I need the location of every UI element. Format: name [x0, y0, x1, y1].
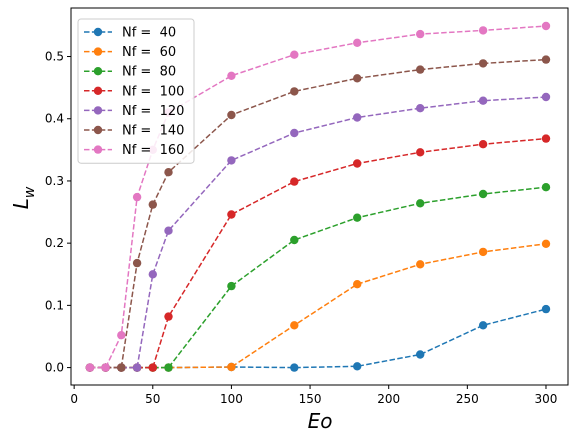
data-point	[290, 321, 299, 330]
data-point	[353, 159, 362, 168]
axes-frame	[70, 7, 569, 386]
data-point	[290, 235, 299, 245]
data-point	[164, 363, 173, 372]
data-point	[117, 363, 126, 372]
y-tick-label: 0.0	[45, 361, 64, 375]
data-point	[541, 92, 551, 102]
legend: Nf = 40 Nf = 60 Nf = 80 Nf = 100 Nf = 120 Nf …	[77, 18, 195, 164]
y-tick-label: 0.2	[45, 236, 64, 250]
legend-label: Nf = 100	[122, 84, 184, 99]
legend-frame	[77, 18, 195, 164]
data-point	[353, 213, 362, 222]
data-point	[416, 260, 425, 269]
data-point	[416, 199, 425, 208]
legend-label: Nf = 120	[122, 104, 184, 119]
y-tick-label: 0.3	[45, 174, 64, 188]
data-point	[101, 363, 110, 372]
data-point	[290, 128, 299, 138]
data-point	[416, 104, 425, 113]
data-point	[227, 281, 236, 291]
data-point	[541, 239, 551, 248]
data-point	[478, 321, 488, 330]
data-point	[478, 96, 488, 105]
data-point	[416, 65, 425, 74]
legend-swatch-marker	[93, 125, 103, 135]
data-point	[132, 363, 142, 372]
series-line-6	[89, 25, 547, 369]
y-tick-label: 0.5	[45, 50, 64, 64]
y-tick-label: 0.4	[45, 112, 64, 126]
data-point	[290, 50, 299, 59]
data-point	[478, 59, 488, 68]
data-point	[290, 87, 299, 96]
axes: 0 50 100 150 200 250 300 0.0 0.1 0.2 0.3 0.4 0.5	[45, 7, 569, 406]
data-point	[416, 350, 425, 359]
data-point	[132, 258, 142, 268]
data-point	[132, 192, 142, 202]
plot-area	[85, 21, 551, 372]
data-point	[541, 183, 551, 192]
series-line-3	[89, 137, 547, 369]
y-axis-label-subscript: w	[22, 186, 38, 198]
x-tick-label: 150	[299, 392, 322, 406]
legend-label: Nf = 160	[122, 143, 184, 158]
data-point	[164, 226, 173, 235]
legend-swatch-marker	[93, 145, 103, 154]
data-point	[227, 210, 236, 219]
x-axis-label: Eo	[308, 409, 333, 433]
data-point	[541, 21, 551, 31]
data-point	[353, 74, 362, 83]
x-tick-label: 200	[377, 392, 400, 406]
x-tick-label: 100	[220, 392, 243, 406]
legend-swatch-marker	[93, 47, 103, 56]
data-point	[353, 38, 362, 47]
legend-label: Nf = 60	[122, 45, 176, 60]
x-tick-label: 250	[456, 392, 479, 406]
data-point	[164, 168, 173, 177]
data-point	[353, 362, 362, 371]
legend-label: Nf = 140	[122, 124, 184, 139]
data-point	[148, 270, 157, 279]
data-point	[353, 113, 362, 122]
data-point	[290, 363, 299, 372]
data-point	[478, 189, 488, 199]
x-tick-label: 300	[535, 392, 558, 406]
x-tick-label: 0	[70, 392, 78, 406]
y-tick-label: 0.1	[45, 298, 64, 312]
legend-swatch-marker	[93, 86, 103, 96]
series-line-2	[89, 186, 547, 369]
series-line-0	[89, 308, 547, 369]
data-point	[416, 29, 425, 39]
data-point	[541, 134, 551, 143]
legend-label: Nf = 40	[122, 26, 176, 41]
data-point	[164, 312, 173, 321]
data-point	[85, 363, 95, 372]
data-point	[227, 362, 236, 372]
data-point	[117, 331, 126, 340]
y-axis-label: Lw	[9, 186, 38, 209]
x-tick-label: 50	[145, 392, 160, 406]
data-point	[227, 71, 236, 81]
legend-swatch-marker	[93, 27, 103, 37]
data-point	[478, 26, 488, 35]
data-point	[148, 363, 157, 372]
data-point	[541, 304, 551, 314]
data-point	[478, 247, 488, 257]
data-point	[148, 200, 157, 209]
data-point	[227, 156, 236, 165]
data-point	[290, 177, 299, 186]
data-point	[353, 280, 362, 289]
data-point	[478, 140, 488, 149]
data-point	[227, 110, 236, 120]
data-point	[541, 55, 551, 64]
legend-swatch-marker	[93, 67, 103, 76]
data-point	[416, 148, 425, 157]
legend-label: Nf = 80	[122, 65, 176, 80]
legend-swatch-marker	[93, 106, 103, 115]
